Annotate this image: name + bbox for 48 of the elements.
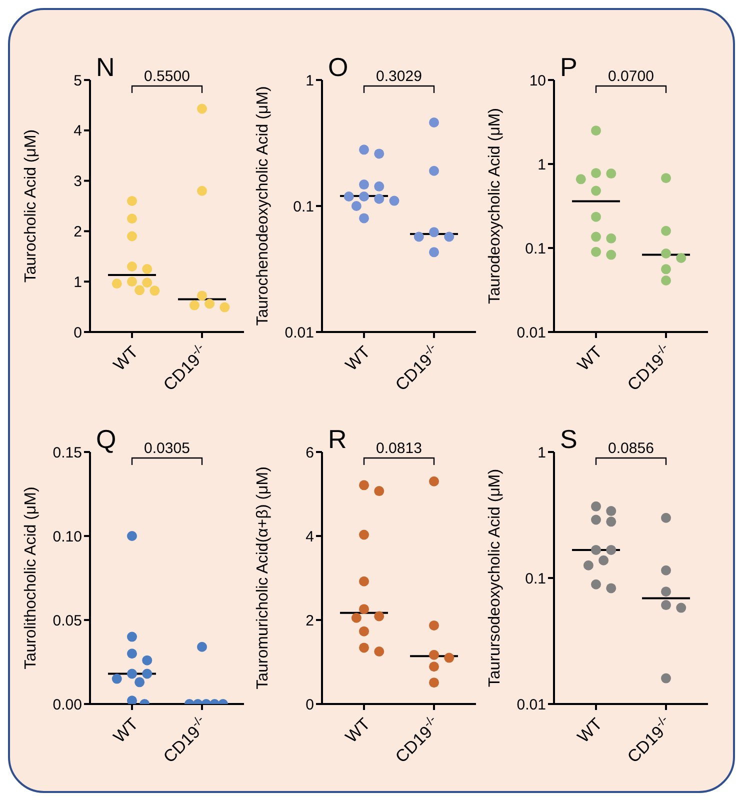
y-tick-label: 0 — [74, 324, 82, 342]
x-tick-label: WT — [110, 714, 142, 747]
y-tick-label: 0.1 — [525, 570, 546, 588]
y-tick-label: 0.10 — [52, 528, 82, 546]
y-tick-label: 1 — [306, 72, 314, 90]
x-tick-label: WT — [342, 342, 374, 375]
y-axis-title: Taurochenodeoxycholic Acid (μM) — [254, 86, 272, 326]
annotation: 0.0305 — [144, 440, 190, 457]
annotation: 0.0856 — [608, 440, 654, 457]
chart-title: P — [560, 52, 578, 82]
y-axis-title: Tauromuricholic Acid(α+β) (μM) — [254, 466, 272, 690]
y-tick-label: 10 — [529, 72, 546, 90]
y-axis-title: Taurursodeoxycholic Acid (μM) — [486, 468, 504, 688]
x-tick-label: WT — [342, 714, 374, 747]
chart-title: S — [560, 424, 578, 454]
y-tick-label: 0.1 — [525, 240, 546, 258]
y-tick-label: 0.05 — [52, 612, 82, 630]
chart-title: Q — [96, 424, 116, 454]
annotation: 0.3029 — [376, 68, 422, 85]
y-tick-label: 1 — [74, 274, 82, 291]
annotation: 0.0813 — [376, 440, 422, 457]
chart-title: O — [328, 52, 348, 82]
chart-title: R — [328, 424, 347, 454]
y-axis-title: Taurocholic Acid (μM) — [22, 129, 40, 283]
y-axis-title: Taurolithocholic Acid (μM) — [22, 486, 40, 670]
chart-title: N — [96, 52, 115, 82]
annotation: 0.0700 — [608, 68, 654, 85]
annotation: 0.5500 — [144, 68, 190, 85]
y-tick-label: 1 — [538, 444, 546, 462]
y-tick-label: 0 — [306, 696, 314, 714]
y-tick-label: 0.15 — [52, 444, 82, 462]
y-tick-label: 1 — [538, 156, 546, 174]
y-tick-label: 0.00 — [52, 696, 82, 714]
y-tick-label: 0.01 — [516, 324, 546, 342]
y-tick-label: 3 — [74, 173, 82, 190]
y-tick-label: 0.01 — [516, 696, 546, 714]
y-tick-label: 0.1 — [293, 198, 314, 216]
y-axis-title: Taurodeoxycholic Acid (μM) — [486, 108, 504, 304]
y-tick-label: 5 — [74, 72, 82, 90]
x-tick-label: WT — [574, 714, 606, 747]
x-tick-label: WT — [574, 342, 606, 375]
x-tick-label: WT — [110, 342, 142, 375]
y-tick-label: 4 — [74, 122, 82, 140]
y-tick-label: 2 — [306, 612, 314, 630]
y-tick-label: 2 — [74, 224, 82, 241]
y-tick-label: 0.01 — [284, 324, 314, 342]
y-tick-label: 4 — [306, 528, 314, 546]
y-tick-label: 6 — [306, 444, 314, 462]
